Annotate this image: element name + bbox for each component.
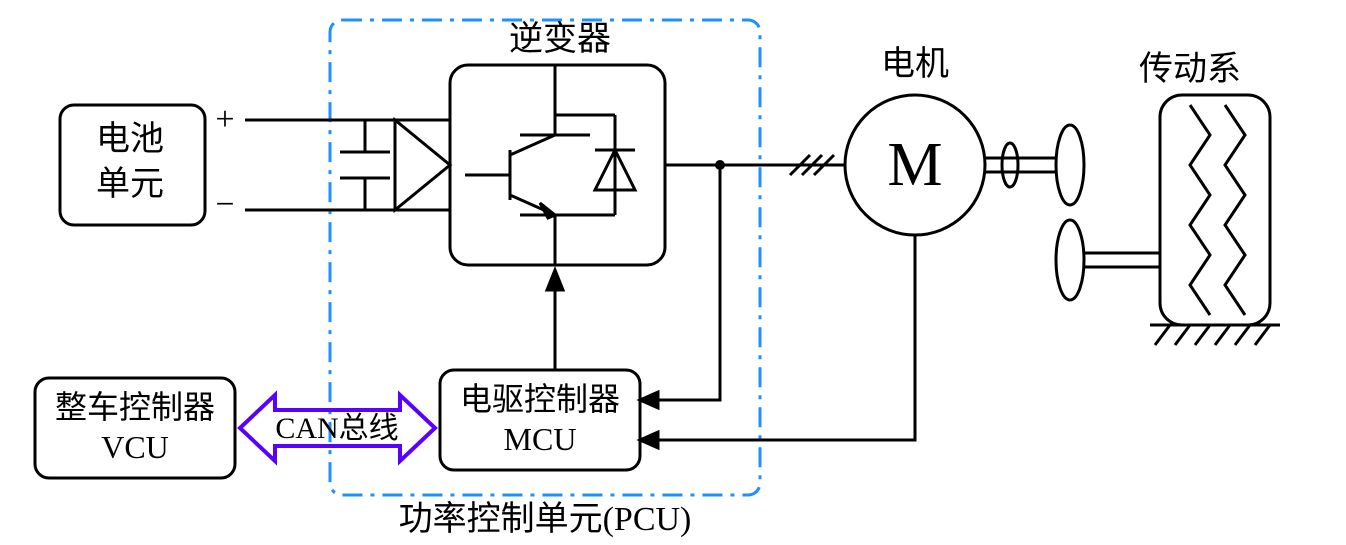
plus-label: +	[215, 101, 234, 138]
battery-label-1: 电池	[96, 120, 164, 158]
mcu-label-1: 电驱控制器	[460, 381, 620, 417]
can-bus-label: CAN总线	[275, 412, 398, 445]
ground-hatch	[1150, 325, 1280, 345]
inverter-box	[450, 65, 665, 265]
vcu-label-1: 整车控制器	[55, 389, 215, 425]
igbt-symbol	[465, 65, 635, 265]
speed-feedback	[640, 235, 915, 448]
minus-label: −	[215, 186, 234, 223]
motor-label: 电机	[881, 45, 949, 83]
vcu-label-2: VCU	[101, 429, 169, 465]
motor-symbol: M	[887, 131, 942, 199]
pcu-label: 功率控制单元(PCU)	[399, 500, 692, 538]
current-feedback	[640, 165, 720, 408]
shaft-coupling	[985, 125, 1160, 300]
capacitor-symbol	[340, 120, 390, 210]
battery-label-2: 单元	[96, 166, 164, 203]
wheel	[1160, 95, 1270, 325]
triangle-shape	[395, 120, 450, 210]
inverter-title: 逆变器	[509, 20, 611, 58]
can-bus-arrow: CAN总线	[240, 395, 435, 461]
mcu-label-2: MCU	[504, 421, 577, 457]
mcu-to-inverter-arrow	[547, 270, 563, 370]
drivetrain-label: 传动系	[1139, 51, 1241, 88]
